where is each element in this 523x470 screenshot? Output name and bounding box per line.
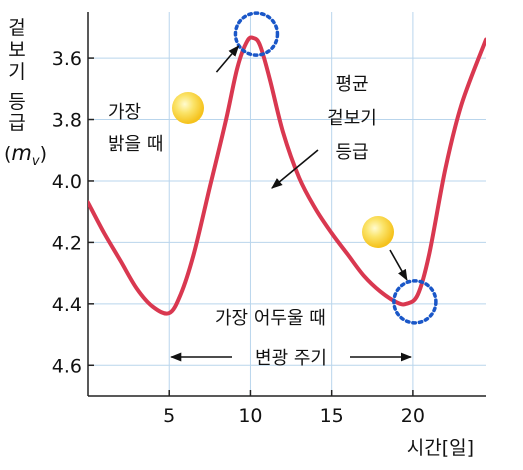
- period-label: 변광 주기: [255, 348, 327, 369]
- mean-label-line1: 평균: [335, 74, 368, 95]
- mean-label-line2: 겉보기: [327, 108, 377, 129]
- x-tick-label: 15: [320, 405, 344, 427]
- darkest-marker-ring: [392, 279, 438, 325]
- light-curve-line: [88, 35, 486, 316]
- y-axis-label: 겉 보 기 등 급 (mv): [4, 17, 47, 170]
- brightest-marker-ring: [233, 11, 280, 57]
- y-axis-label-char: 급: [8, 112, 26, 135]
- y-axis-label-char: 등: [8, 90, 26, 113]
- y-tick-label: 3.8: [52, 110, 82, 132]
- mean-label-line3: 등급: [335, 142, 368, 163]
- x-tick-label: 20: [401, 405, 425, 427]
- y-tick-label: 3.6: [52, 48, 82, 70]
- x-tick-label: 10: [238, 405, 262, 427]
- y-tick-label: 4.6: [52, 355, 82, 377]
- y-axis-label-char: 겉: [8, 17, 26, 39]
- brightest-label-line2: 밝을 때: [108, 134, 163, 155]
- brightest-star-icon: [172, 92, 204, 124]
- darkest-arrow: [389, 249, 408, 281]
- x-tick-label: 5: [163, 405, 175, 427]
- y-axis-label-char: 보: [8, 38, 26, 61]
- darkest-star-icon: [362, 216, 394, 248]
- brightest-label-line1: 가장: [108, 102, 141, 123]
- y-tick-label: 4.0: [52, 171, 82, 193]
- x-axis-title: 시간[일]: [407, 437, 474, 459]
- y-axis-label-char: 기: [8, 60, 26, 83]
- darkest-label: 가장 어두울 때: [215, 308, 326, 329]
- y-tick-label: 4.4: [52, 294, 82, 316]
- mean-arrow: [271, 149, 319, 189]
- brightest-arrow: [215, 45, 240, 73]
- y-tick-label: 4.2: [52, 232, 82, 254]
